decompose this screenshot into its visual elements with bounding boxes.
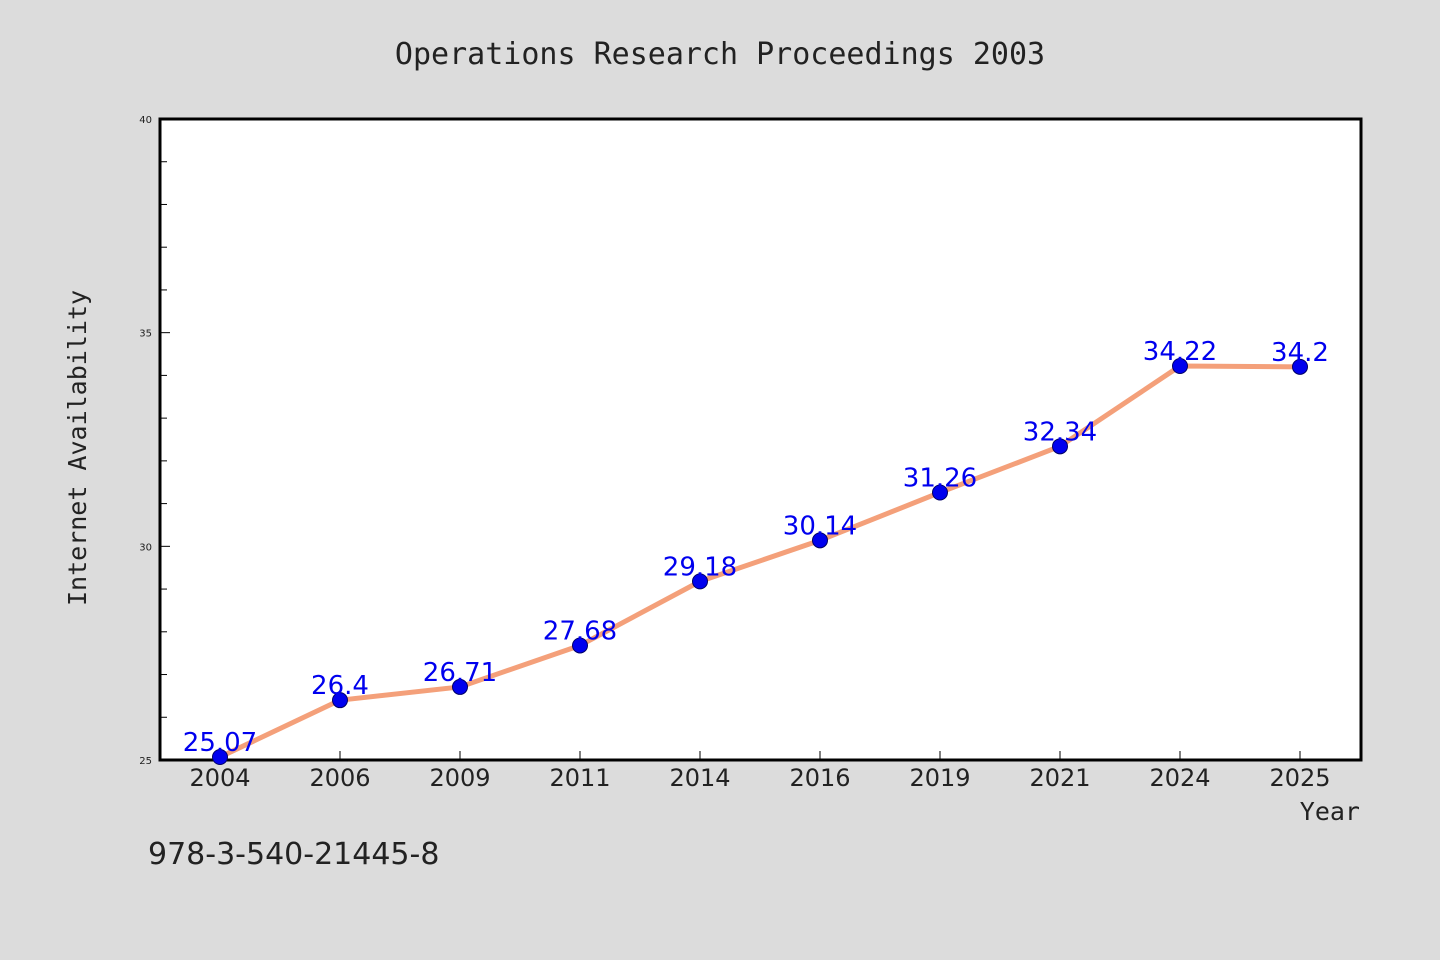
x-axis: 2004 2006 2009 2011 2014 2016 2019 2021 2024 2025 (189, 751, 1331, 792)
x-tick-label: 2019 (909, 764, 970, 792)
series-layer: 25.07 26.4 26.71 27.68 29.18 30.14 31.26 32.34 3… (183, 337, 1329, 766)
data-point (332, 692, 348, 709)
y-tick-label: 25 (139, 756, 152, 767)
x-tick-label: 2024 (1149, 764, 1210, 792)
data-point (452, 678, 468, 695)
data-label: 26.4 (311, 671, 369, 701)
data-point (812, 532, 828, 549)
data-label: 30.14 (783, 511, 857, 541)
y-axis-label: Internet Availability (63, 290, 92, 606)
x-axis-label: Year (1300, 797, 1360, 826)
isbn-caption: 978-3-540-21445-8 (148, 837, 439, 872)
x-tick-label: 2011 (549, 764, 610, 792)
y-tick-label: 30 (139, 542, 152, 553)
data-label: 31.26 (903, 463, 977, 493)
data-point (692, 573, 708, 590)
data-label: 27.68 (543, 616, 617, 646)
data-label: 25.07 (183, 728, 257, 758)
x-tick-label: 2006 (309, 764, 370, 792)
data-point (932, 484, 948, 501)
data-label: 26.71 (423, 658, 497, 688)
y-tick-label: 40 (139, 115, 152, 126)
data-label: 34.2 (1271, 338, 1329, 368)
x-tick-label: 2016 (789, 764, 850, 792)
data-point (1172, 357, 1188, 374)
series-line (217, 363, 1303, 760)
x-tick-label: 2009 (429, 764, 490, 792)
plot-area (158, 117, 1363, 762)
y-axis: 25 30 35 40 (139, 115, 170, 767)
data-label: 32.34 (1023, 417, 1097, 447)
data-point (212, 749, 228, 766)
x-tick-label: 2021 (1029, 764, 1090, 792)
data-label: 34.22 (1143, 337, 1217, 367)
data-point (572, 637, 588, 654)
x-tick-label: 2014 (669, 764, 730, 792)
data-point (1052, 438, 1068, 455)
data-point (1292, 358, 1308, 375)
x-tick-label: 2004 (189, 764, 250, 792)
x-tick-label: 2025 (1269, 764, 1330, 792)
y-tick-label: 35 (139, 329, 152, 340)
chart-title: Operations Research Proceedings 2003 (395, 37, 1045, 72)
data-label: 29.18 (663, 552, 737, 582)
